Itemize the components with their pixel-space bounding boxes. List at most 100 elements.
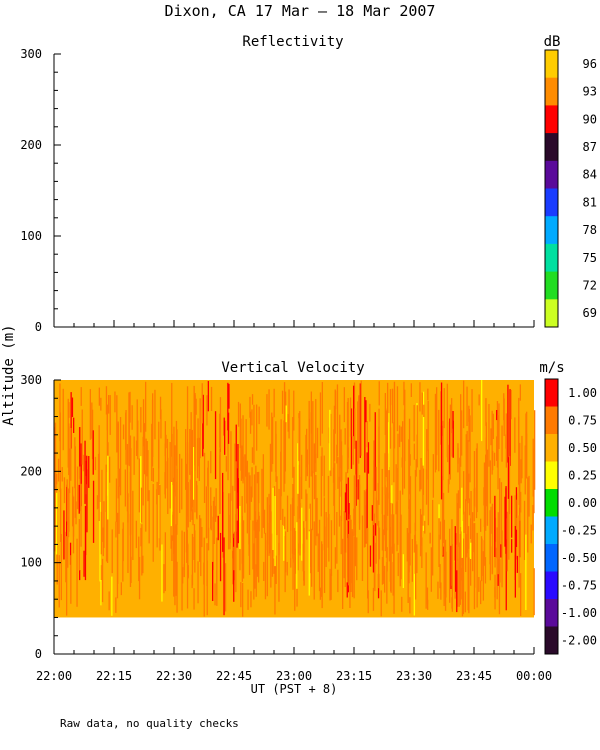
velocity-streak [519, 384, 521, 401]
velocity-streak [340, 510, 342, 555]
velocity-streak [306, 428, 308, 468]
velocity-streak [420, 458, 422, 490]
velocity-streak [504, 496, 506, 547]
velocity-streak [401, 596, 403, 612]
velocity-streak [389, 526, 391, 582]
velocity-streak [189, 429, 191, 475]
velocity-streak [232, 485, 234, 538]
velocity-streak [409, 454, 411, 466]
velocity-streak [107, 455, 109, 520]
velocity-streak [389, 389, 392, 449]
velocity-colorbar-unit: m/s [539, 360, 564, 376]
velocity-streak [148, 490, 150, 544]
velocity-streak [145, 381, 147, 432]
velocity-streak [152, 484, 154, 562]
velocity-streak [327, 517, 329, 548]
velocity-colorbar-swatch [545, 571, 558, 600]
velocity-streak [222, 472, 224, 552]
velocity-streak [108, 591, 110, 611]
velocity-streak [119, 468, 121, 487]
velocity-streak [230, 431, 232, 501]
reflectivity-colorbar-label: 93 [583, 85, 597, 99]
velocity-streak [193, 385, 195, 466]
velocity-streak [179, 453, 181, 513]
velocity-streak [400, 514, 402, 580]
velocity-streak [63, 510, 65, 560]
velocity-streak [485, 398, 487, 426]
reflectivity-colorbar-swatch [545, 50, 558, 79]
x-tick-label: 22:45 [216, 669, 252, 683]
velocity-streak [66, 536, 68, 616]
velocity-streak [145, 470, 147, 532]
velocity-streak [255, 564, 257, 597]
velocity-streak [497, 415, 499, 490]
velocity-streak [451, 544, 453, 612]
velocity-streak [473, 488, 475, 522]
velocity-streak [383, 514, 385, 536]
velocity-streak [164, 532, 166, 592]
velocity-streak [520, 573, 522, 616]
velocity-streak [467, 440, 469, 504]
velocity-streak [459, 534, 461, 605]
velocity-streak [101, 558, 104, 603]
velocity-streak [237, 444, 239, 493]
velocity-streak [281, 390, 284, 414]
velocity-streak [478, 577, 480, 592]
velocity-streak [284, 428, 286, 484]
velocity-streak [250, 486, 252, 502]
velocity-streak [197, 418, 199, 467]
velocity-streak [380, 590, 382, 617]
velocity-streak [476, 532, 478, 608]
velocity-streak [313, 521, 315, 600]
velocity-streak [292, 417, 294, 478]
velocity-streak [305, 434, 307, 481]
velocity-streak [321, 541, 323, 597]
velocity-streak [96, 495, 99, 510]
velocity-streak [466, 484, 468, 554]
velocity-streak [146, 441, 148, 477]
velocity-streak [129, 391, 131, 423]
velocity-streak [316, 497, 318, 537]
velocity-streak [261, 468, 263, 539]
velocity-streak [228, 493, 230, 550]
velocity-streak [297, 543, 299, 554]
velocity-streak [507, 457, 510, 499]
velocity-streak [80, 387, 82, 406]
velocity-streak [194, 393, 196, 471]
velocity-streak [65, 531, 67, 583]
velocity-streak [229, 493, 231, 543]
velocity-streak [68, 488, 70, 532]
velocity-streak [191, 429, 193, 508]
velocity-streak [205, 486, 208, 539]
velocity-streak [520, 491, 522, 513]
velocity-streak [225, 456, 227, 472]
velocity-streak [439, 564, 441, 589]
velocity-streak [525, 413, 527, 447]
velocity-streak [395, 503, 397, 515]
velocity-streak [497, 512, 499, 577]
velocity-streak [386, 453, 389, 516]
velocity-streak [278, 488, 280, 556]
velocity-streak [469, 539, 472, 559]
velocity-streak [500, 482, 503, 545]
velocity-streak [283, 382, 286, 431]
velocity-streak [151, 399, 154, 467]
velocity-streak [330, 520, 333, 576]
velocity-streak [337, 457, 339, 489]
velocity-streak [106, 414, 108, 431]
velocity-streak [461, 487, 463, 532]
velocity-streak [396, 501, 398, 552]
velocity-streak [409, 597, 411, 614]
velocity-streak [321, 447, 323, 476]
reflectivity-colorbar-swatch [545, 216, 558, 245]
footnote: Raw data, no quality checks [60, 717, 239, 730]
velocity-streak [468, 405, 470, 422]
velocity-streak [382, 529, 384, 584]
velocity-streak [426, 429, 428, 480]
velocity-streak [372, 519, 375, 573]
velocity-colorbar-swatch [545, 626, 558, 655]
velocity-streak [415, 459, 417, 477]
velocity-streak [295, 530, 297, 574]
velocity-streak [274, 552, 276, 615]
velocity-streak [116, 395, 118, 453]
